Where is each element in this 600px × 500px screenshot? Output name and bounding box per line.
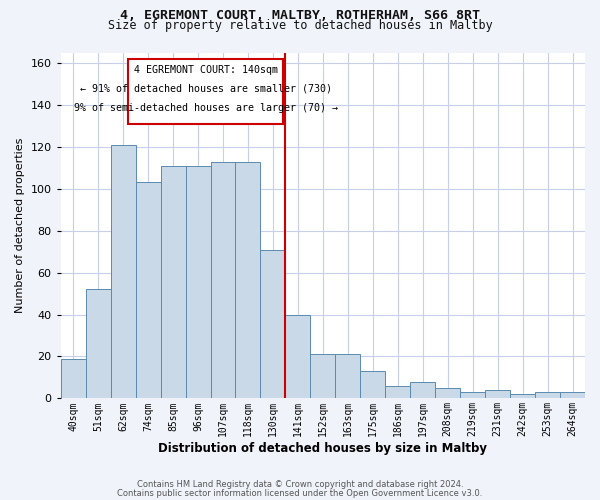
Bar	[110, 144, 136, 398]
Bar	[61, 358, 86, 399]
Text: Size of property relative to detached houses in Maltby: Size of property relative to detached ho…	[107, 18, 493, 32]
Bar	[510, 394, 535, 398]
Bar	[410, 382, 435, 398]
Text: 4, EGREMONT COURT, MALTBY, ROTHERHAM, S66 8RT: 4, EGREMONT COURT, MALTBY, ROTHERHAM, S6…	[120, 9, 480, 22]
Bar	[460, 392, 485, 398]
Bar	[310, 354, 335, 399]
Bar	[535, 392, 560, 398]
Bar	[286, 314, 310, 398]
Text: Contains public sector information licensed under the Open Government Licence v3: Contains public sector information licen…	[118, 488, 482, 498]
Bar	[485, 390, 510, 398]
Bar	[86, 290, 110, 399]
Y-axis label: Number of detached properties: Number of detached properties	[15, 138, 25, 313]
Bar	[161, 166, 185, 398]
Bar	[335, 354, 361, 399]
Bar	[136, 182, 161, 398]
Bar	[185, 166, 211, 398]
Bar	[435, 388, 460, 398]
Bar	[235, 162, 260, 398]
Text: 4 EGREMONT COURT: 140sqm: 4 EGREMONT COURT: 140sqm	[134, 65, 278, 75]
Bar	[361, 371, 385, 398]
Bar	[385, 386, 410, 398]
Bar	[211, 162, 235, 398]
Bar	[560, 392, 585, 398]
Text: ← 91% of detached houses are smaller (730): ← 91% of detached houses are smaller (73…	[80, 84, 332, 94]
FancyBboxPatch shape	[128, 59, 283, 124]
X-axis label: Distribution of detached houses by size in Maltby: Distribution of detached houses by size …	[158, 442, 487, 455]
Bar	[260, 250, 286, 398]
Text: 9% of semi-detached houses are larger (70) →: 9% of semi-detached houses are larger (7…	[74, 103, 338, 113]
Text: Contains HM Land Registry data © Crown copyright and database right 2024.: Contains HM Land Registry data © Crown c…	[137, 480, 463, 489]
